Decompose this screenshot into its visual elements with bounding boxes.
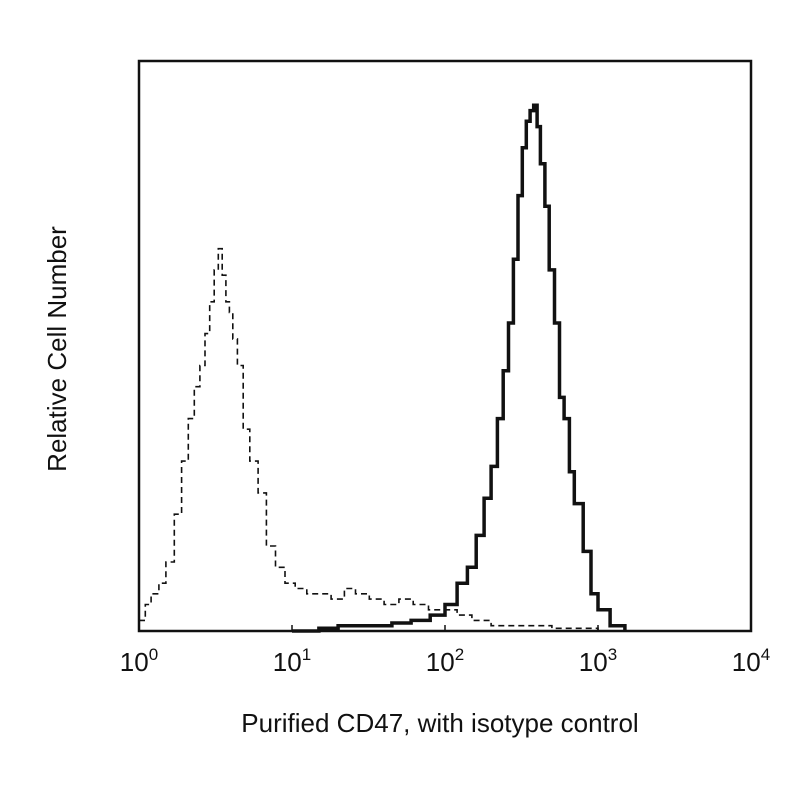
plot-frame xyxy=(137,59,753,633)
x-axis-ticks: 100 101 102 103 104 xyxy=(120,625,770,677)
x-tick-label: 103 xyxy=(579,645,617,677)
x-tick-label: 101 xyxy=(273,645,311,677)
series-layer xyxy=(139,103,627,633)
x-tick-label: 100 xyxy=(120,645,158,677)
y-axis-label: Relative Cell Number xyxy=(42,226,72,472)
x-axis-label: Purified CD47, with isotype control xyxy=(241,708,638,738)
series-line-1 xyxy=(139,247,599,631)
series-line-2 xyxy=(292,103,627,633)
x-tick-label: 102 xyxy=(426,645,464,677)
x-tick-label: 104 xyxy=(732,645,770,677)
